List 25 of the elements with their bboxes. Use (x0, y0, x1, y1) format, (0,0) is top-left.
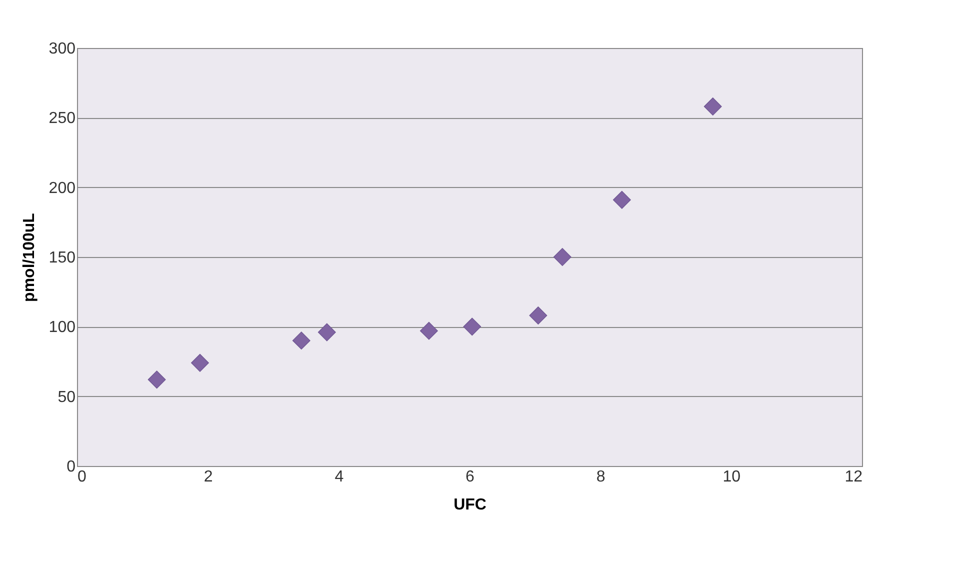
y-axis-title: pmol/100uL (20, 212, 38, 302)
point (318, 323, 336, 342)
y-tick-label: 250 (48, 110, 76, 128)
point (553, 248, 572, 266)
x-axis-title: UFC (454, 496, 487, 514)
point (420, 322, 438, 340)
point (612, 190, 631, 209)
y-tick-label: 200 (48, 180, 76, 197)
x-tick-label: 4 (334, 468, 344, 486)
y-tick-label: 50 (58, 388, 76, 406)
y-tick-label: 100 (48, 319, 76, 336)
point (148, 370, 166, 389)
x-tick-label: 2 (204, 468, 213, 486)
x-tick-label: 12 (844, 468, 863, 486)
x-tick-label: 0 (78, 468, 86, 486)
y-tick-label: 300 (48, 40, 76, 58)
y-tick-label: 150 (48, 250, 76, 266)
point (704, 98, 722, 116)
point (191, 354, 209, 372)
x-tick-label: 6 (466, 468, 475, 486)
point (292, 332, 310, 350)
point (463, 318, 482, 336)
x-tick-label: 10 (722, 468, 741, 486)
point (529, 306, 548, 324)
x-tick-label: 8 (596, 468, 606, 486)
